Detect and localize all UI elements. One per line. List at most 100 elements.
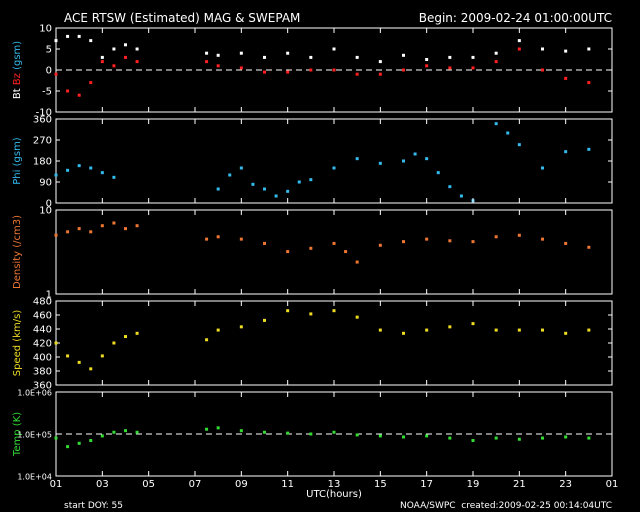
data-point bbox=[587, 328, 591, 332]
data-point bbox=[89, 166, 93, 170]
data-point bbox=[587, 436, 591, 440]
data-point bbox=[54, 72, 58, 76]
data-point bbox=[517, 143, 521, 147]
data-point bbox=[436, 171, 440, 175]
y-tick-label: 1 bbox=[46, 290, 52, 301]
data-point bbox=[263, 430, 266, 434]
begin-time: Begin: 2009-02-24 01:00:00UTC bbox=[419, 11, 612, 25]
y-tick-label: -10 bbox=[36, 108, 52, 119]
data-point bbox=[89, 439, 93, 443]
y-tick-label: 420 bbox=[33, 339, 52, 350]
data-point bbox=[286, 51, 290, 55]
data-point bbox=[541, 237, 544, 241]
data-point bbox=[448, 66, 452, 70]
data-point bbox=[309, 312, 313, 316]
data-point bbox=[124, 335, 127, 339]
data-point bbox=[77, 360, 81, 364]
data-point bbox=[124, 55, 127, 59]
data-point bbox=[378, 243, 382, 247]
y-tick-label: 360 bbox=[33, 115, 52, 126]
data-point bbox=[66, 34, 70, 38]
y-tick-label: 10 bbox=[39, 206, 52, 217]
data-point bbox=[425, 64, 429, 68]
data-point bbox=[54, 233, 58, 237]
data-point bbox=[355, 260, 359, 264]
y-tick-label: 10 bbox=[39, 24, 52, 35]
data-point bbox=[344, 250, 348, 254]
data-point bbox=[564, 150, 568, 154]
data-point bbox=[587, 147, 591, 151]
data-point bbox=[77, 34, 81, 38]
bz-label: Bz bbox=[12, 73, 23, 85]
data-point bbox=[205, 60, 209, 64]
data-point bbox=[286, 309, 290, 313]
y-tick-label: 0 bbox=[46, 66, 52, 77]
data-point bbox=[494, 235, 498, 239]
data-point bbox=[263, 187, 266, 191]
y-tick-label: 0 bbox=[46, 199, 52, 210]
data-point bbox=[228, 173, 232, 177]
data-point bbox=[425, 157, 429, 161]
series-phi bbox=[54, 122, 591, 203]
data-point bbox=[66, 168, 70, 172]
data-point bbox=[494, 436, 498, 440]
data-point bbox=[286, 70, 290, 74]
data-point bbox=[54, 436, 58, 440]
data-point bbox=[66, 354, 70, 358]
x-tick-label: 01 bbox=[50, 479, 63, 490]
x-axis: 01 03 05 07 09 11 13 15 17 19 21 23 01 bbox=[50, 28, 618, 490]
data-point bbox=[378, 161, 382, 165]
x-tick-label: 07 bbox=[189, 479, 202, 490]
data-point bbox=[112, 175, 116, 179]
data-point bbox=[77, 441, 81, 445]
data-point bbox=[274, 194, 278, 198]
x-tick-label: 23 bbox=[559, 479, 572, 490]
data-point bbox=[517, 47, 521, 51]
data-point bbox=[517, 328, 521, 332]
y-tick-label: 5 bbox=[46, 45, 52, 56]
data-point bbox=[100, 55, 104, 59]
data-point bbox=[413, 152, 417, 156]
data-point bbox=[124, 227, 127, 231]
data-point bbox=[100, 354, 104, 358]
data-point bbox=[541, 436, 544, 440]
x-tick-label: 03 bbox=[96, 479, 109, 490]
data-point bbox=[378, 434, 382, 438]
data-point bbox=[332, 47, 336, 51]
data-point bbox=[332, 166, 336, 170]
data-point bbox=[471, 439, 475, 443]
data-point bbox=[205, 338, 209, 342]
data-point bbox=[100, 171, 104, 175]
data-point bbox=[587, 245, 591, 249]
data-point bbox=[564, 49, 568, 53]
x-tick-label: 11 bbox=[281, 479, 294, 490]
x-tick-label: 15 bbox=[374, 479, 387, 490]
data-point bbox=[54, 173, 58, 177]
data-point bbox=[239, 237, 243, 241]
panel-density-ylabel: Density (/cm3) bbox=[12, 215, 23, 289]
data-point bbox=[448, 436, 452, 440]
series-speed bbox=[54, 309, 591, 371]
panel-mag-ylabel: Bt Bz (gsm) bbox=[12, 41, 23, 99]
data-point bbox=[494, 60, 498, 64]
data-point bbox=[309, 68, 313, 72]
data-point bbox=[112, 430, 116, 434]
bt-label: Bt bbox=[12, 88, 23, 99]
x-tick-label: 17 bbox=[420, 479, 433, 490]
data-point bbox=[54, 39, 58, 43]
data-point bbox=[89, 81, 93, 85]
data-point bbox=[112, 221, 116, 225]
y-tick-label: 360 bbox=[33, 381, 52, 392]
created-time: created:2009-02-25 00:14:04UTC bbox=[461, 501, 612, 511]
data-point bbox=[517, 39, 521, 43]
data-point bbox=[494, 122, 498, 126]
panel-phi-ylabel: Phi (gsm) bbox=[12, 137, 23, 185]
data-point bbox=[135, 60, 139, 64]
data-point bbox=[425, 58, 429, 61]
gsm-label: (gsm) bbox=[12, 41, 23, 73]
data-point bbox=[471, 240, 475, 244]
data-point bbox=[54, 341, 58, 345]
data-point bbox=[448, 185, 452, 189]
start-doy: start DOY: 55 bbox=[64, 501, 123, 511]
data-point bbox=[332, 430, 336, 434]
